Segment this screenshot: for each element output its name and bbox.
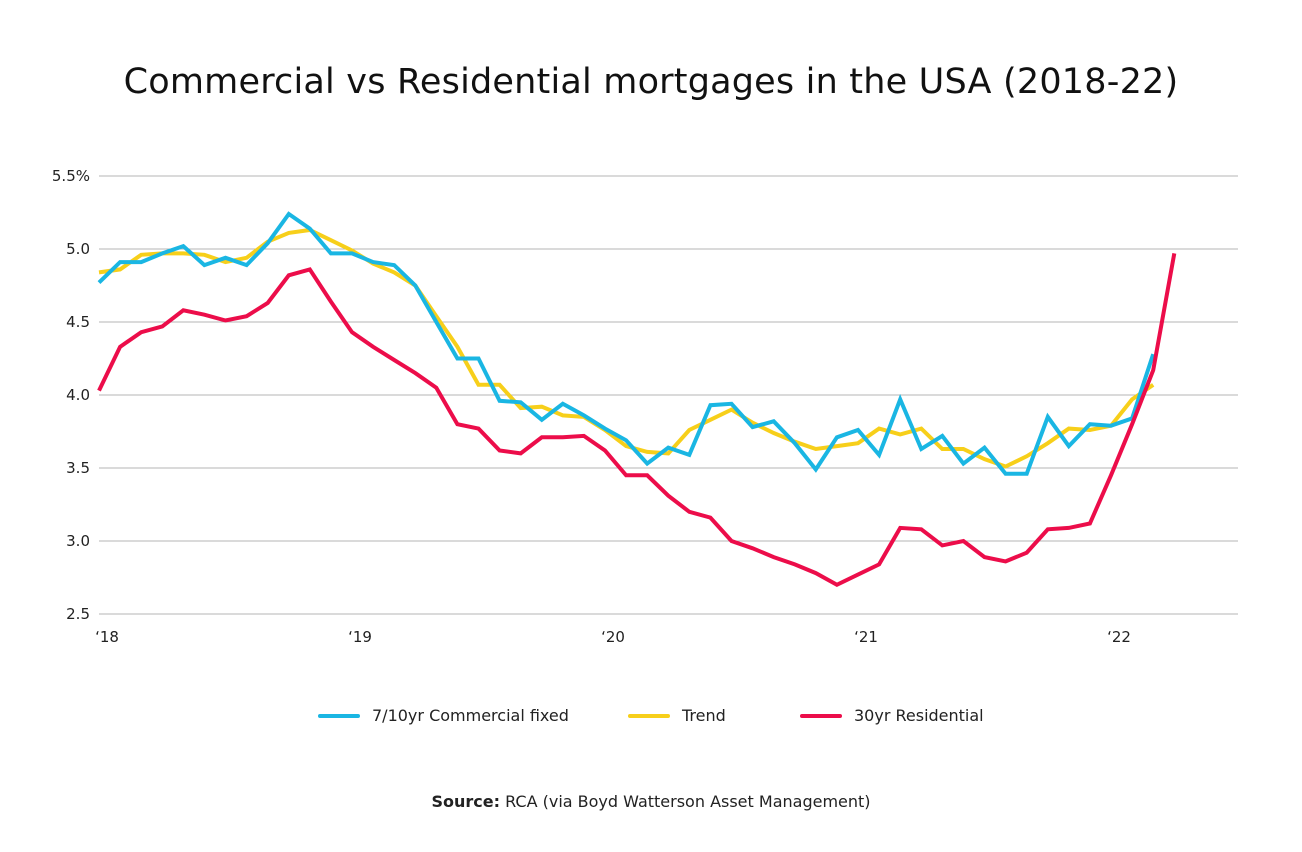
legend-item-commercial: 7/10yr Commercial fixed: [318, 706, 569, 725]
x-tick-label: ‘18: [95, 628, 119, 646]
legend-swatch-commercial: [318, 713, 360, 718]
series-line-30yr-residential: [97, 253, 1177, 588]
legend-swatch-trend: [628, 713, 670, 718]
y-tick-label: 4.0: [66, 386, 90, 404]
y-tick-label: 3.5: [66, 459, 90, 477]
y-tick-label: 3.0: [66, 532, 90, 550]
source-text: RCA (via Boyd Watterson Asset Management…: [505, 792, 871, 811]
y-tick-label: 5.5%: [52, 167, 90, 185]
chart-title: Commercial vs Residential mortgages in t…: [123, 62, 1179, 102]
source-label: Source:: [431, 792, 500, 811]
legend-label-residential: 30yr Residential: [854, 706, 984, 725]
legend-item-residential: 30yr Residential: [800, 706, 984, 725]
legend: 7/10yr Commercial fixed Trend 30yr Resid…: [0, 706, 1302, 730]
x-tick-label: ‘22: [1107, 628, 1131, 646]
y-tick-label: 5.0: [66, 240, 90, 258]
legend-item-trend: Trend: [628, 706, 726, 725]
legend-swatch-residential: [800, 713, 842, 718]
y-tick-label: 4.5: [66, 313, 90, 331]
legend-label-trend: Trend: [682, 706, 726, 725]
x-tick-label: ‘19: [348, 628, 372, 646]
source-note: Source: RCA (via Boyd Watterson Asset Ma…: [0, 792, 1302, 811]
y-tick-label: 2.5: [66, 605, 90, 623]
x-tick-label: ‘21: [854, 628, 878, 646]
series-line-trend: [98, 227, 1155, 469]
series-line-7-10yr-commercial-fixed: [97, 211, 1156, 476]
x-tick-label: ‘20: [601, 628, 625, 646]
legend-label-commercial: 7/10yr Commercial fixed: [372, 706, 569, 725]
